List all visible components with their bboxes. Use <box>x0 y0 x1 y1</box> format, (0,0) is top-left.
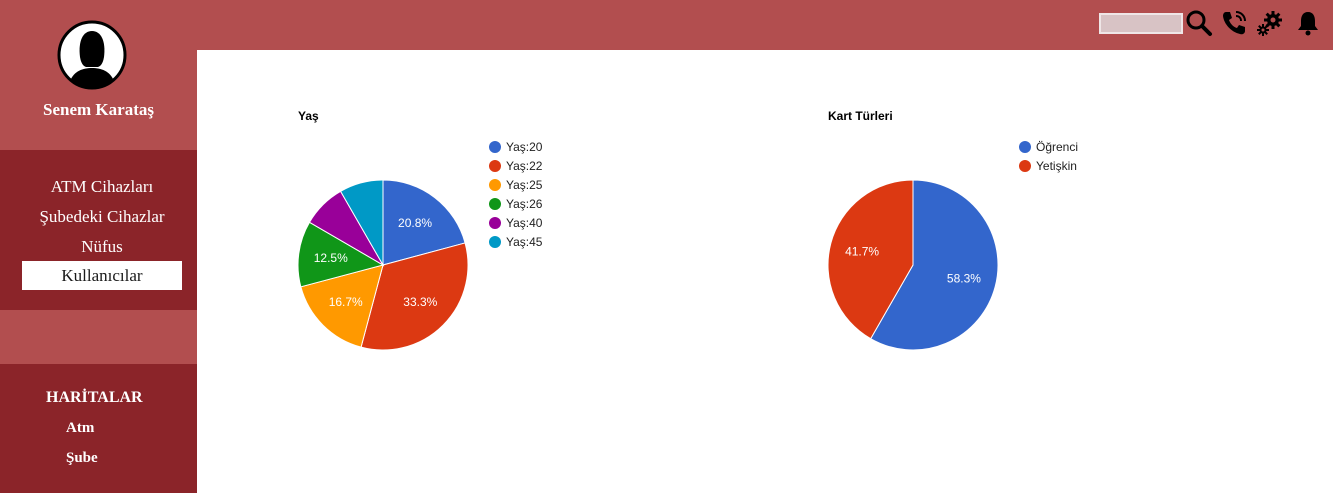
pie-slice[interactable] <box>339 179 384 267</box>
search-input[interactable] <box>1099 13 1183 34</box>
legend-label: Yaş:40 <box>506 216 543 230</box>
legend-label: Yaş:25 <box>506 178 543 192</box>
legend-swatch <box>1019 160 1031 172</box>
legend-swatch <box>489 160 501 172</box>
sidebar-nav: ATM Cihazları Şubedeki Cihazlar Nüfus Ku… <box>0 150 197 310</box>
user-name: Senem Karataş <box>43 100 154 119</box>
sidebar-item-subedeki-cihazlar[interactable]: Şubedeki Cihazlar <box>39 207 165 226</box>
pie-slice[interactable] <box>869 179 999 351</box>
pie-slice[interactable] <box>382 179 466 266</box>
sidebar-spacer <box>0 310 197 364</box>
maps-section: HARİTALAR Atm Şube <box>0 364 197 493</box>
main-content: Yaş 20.8% 33.3% 16.7% 12.5% Yaş:20 Yaş:22 Yaş… <box>197 50 1330 493</box>
slice-label: 58.3% <box>947 272 981 286</box>
maps-item-sube[interactable]: Şube <box>66 450 98 466</box>
maps-title: HARİTALAR <box>46 389 143 406</box>
legend-label: Yetişkin <box>1036 159 1077 173</box>
legend-label: Yaş:22 <box>506 159 543 173</box>
legend-swatch <box>489 198 501 210</box>
chart-title-yas: Yaş <box>298 109 319 123</box>
top-bar <box>197 0 1333 50</box>
legend-label: Yaş:26 <box>506 197 543 211</box>
phone-icon[interactable] <box>1220 9 1248 37</box>
sidebar-item-nufus[interactable]: Nüfus <box>81 237 123 256</box>
legend-swatch <box>489 236 501 248</box>
gears-icon[interactable] <box>1256 9 1284 37</box>
pie-chart-kart-turleri: 58.3% 41.7% <box>827 179 999 351</box>
slice-label: 12.5% <box>314 251 348 265</box>
legend-swatch <box>489 217 501 229</box>
sidebar-item-kullanicilar[interactable]: Kullanıcılar <box>22 261 182 290</box>
profile-section: Senem Karataş <box>0 0 197 150</box>
slice-label: 41.7% <box>845 244 879 258</box>
pie-chart-yas: 20.8% 33.3% 16.7% 12.5% <box>297 179 469 351</box>
pie-slice[interactable] <box>827 179 914 340</box>
legend-swatch <box>489 141 501 153</box>
sidebar: Senem Karataş ATM Cihazları Şubedeki Cih… <box>0 0 197 493</box>
slice-label: 33.3% <box>403 295 437 309</box>
legend-swatch <box>1019 141 1031 153</box>
avatar <box>57 20 127 90</box>
legend-label: Yaş:45 <box>506 235 543 249</box>
chart-title-kart-turleri: Kart Türleri <box>828 109 893 123</box>
maps-item-atm[interactable]: Atm <box>66 420 95 436</box>
slice-label: 20.8% <box>398 216 432 230</box>
slice-label: 16.7% <box>329 295 363 309</box>
pie-slice[interactable] <box>297 221 385 288</box>
sidebar-item-atm-cihazlari[interactable]: ATM Cihazları <box>50 177 154 196</box>
pie-slice[interactable] <box>300 264 384 348</box>
bell-icon[interactable] <box>1294 9 1322 37</box>
legend-label: Yaş:20 <box>506 140 543 154</box>
legend-label: Öğrenci <box>1036 140 1079 154</box>
legend-swatch <box>489 179 501 191</box>
pie-slice[interactable] <box>360 242 469 351</box>
search-icon[interactable] <box>1185 9 1213 37</box>
